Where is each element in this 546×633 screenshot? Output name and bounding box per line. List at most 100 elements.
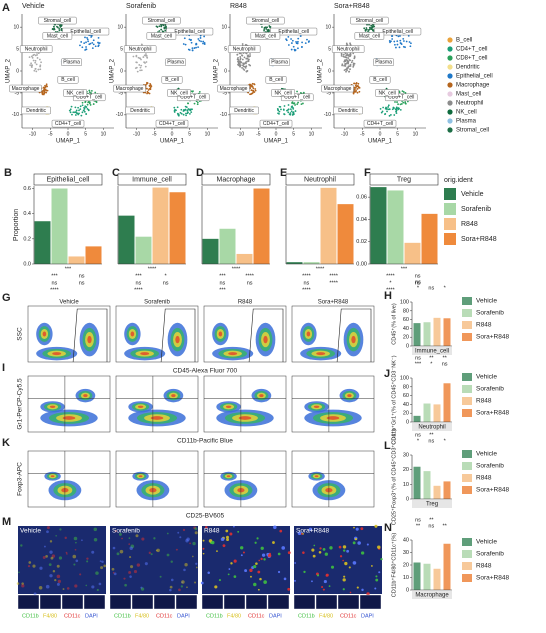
strip (412, 347, 452, 355)
y-tick-label: 0 (16, 68, 19, 74)
label-box (333, 106, 363, 115)
umap-point (384, 112, 387, 115)
umap-point (245, 52, 248, 55)
cell (169, 588, 172, 592)
umap-point (79, 108, 82, 111)
legend-swatch (444, 188, 456, 200)
x-tick-label: 5 (396, 131, 399, 137)
y-axis-label: UMAP_2 (318, 58, 324, 83)
strip (285, 173, 355, 186)
cluster-label: Dendritic (234, 108, 254, 114)
cluster-label: Plasma (63, 60, 80, 66)
significance: **** (316, 266, 325, 272)
cluster-label: NK_cell (274, 90, 291, 96)
umap-point (202, 42, 204, 45)
x-tick-label: -10 (341, 131, 348, 137)
cell (124, 583, 127, 587)
cluster-label: Dendritic (26, 108, 46, 114)
umap-point (190, 41, 193, 44)
significance: *** (401, 266, 408, 272)
cell (348, 566, 351, 569)
y-tick-label: -5 (119, 90, 124, 96)
umap-point (237, 62, 240, 65)
y-axis-label: UMAP_2 (6, 58, 12, 83)
cluster-label: Epithelial_cell (174, 29, 205, 35)
image-inset (131, 594, 154, 610)
cell (192, 541, 196, 546)
cell (253, 564, 257, 569)
significance: **** (302, 273, 311, 279)
cell (240, 554, 243, 557)
umap-point (135, 55, 138, 58)
umap-point (85, 46, 87, 48)
umap-point (254, 88, 257, 90)
x-tick-label: -10 (237, 131, 244, 137)
image-inset (61, 594, 84, 610)
umap-point (239, 60, 242, 63)
cell (302, 533, 304, 535)
chart-title: Treg (397, 176, 411, 183)
density (228, 352, 238, 356)
umap-point (183, 109, 186, 112)
legend-label: Vehicle (476, 451, 497, 458)
cell (222, 544, 226, 548)
umap-point (252, 91, 255, 93)
cell (342, 545, 347, 549)
umap-point (33, 69, 36, 72)
umap-point (269, 26, 271, 29)
label-box (167, 89, 191, 97)
channel-label: DAPI (269, 613, 282, 619)
umap-point (92, 103, 95, 105)
cell (297, 531, 302, 536)
cell (281, 546, 286, 550)
umap-point (88, 102, 91, 105)
plot-title: Vehicle (59, 300, 79, 306)
umap-point (350, 61, 353, 64)
cell (207, 571, 210, 575)
cell (312, 554, 316, 558)
umap-point (302, 91, 305, 94)
y-tick-label: 40 (403, 402, 409, 408)
cell (46, 530, 49, 534)
label-box (269, 58, 290, 66)
cell (375, 578, 379, 582)
bar (370, 187, 387, 264)
umap-point (160, 28, 163, 31)
cell (220, 537, 225, 541)
x-tick-label: -10 (133, 131, 140, 137)
umap-point (35, 63, 38, 66)
label-box (42, 32, 73, 40)
umap-point (347, 60, 350, 63)
umap-point (391, 35, 393, 37)
umap-point (245, 70, 248, 73)
cell (242, 551, 245, 554)
cell (72, 554, 77, 559)
umap-point (243, 65, 246, 68)
umap-point (237, 60, 239, 63)
cell (308, 527, 313, 532)
umap-point (81, 46, 84, 49)
x-tick-label: -5 (48, 131, 53, 137)
umap-point (370, 25, 373, 27)
legend-label: Sora+R848 (476, 334, 509, 341)
umap-point (395, 46, 397, 49)
y-tick-label: 20 (403, 562, 409, 568)
cell (21, 584, 25, 588)
legend-swatch (462, 562, 472, 570)
umap-point (74, 114, 77, 116)
cell (260, 546, 264, 550)
umap-point (186, 109, 189, 112)
umap-point (398, 46, 401, 49)
density (313, 405, 320, 409)
cell (255, 562, 258, 565)
significance: * (165, 273, 168, 279)
cell (100, 566, 104, 570)
cell (377, 545, 381, 549)
cell (360, 527, 364, 531)
umap-point (352, 63, 355, 66)
umap-point (353, 57, 356, 60)
image-inset (175, 594, 198, 610)
umap-point (196, 101, 199, 104)
label-box (259, 119, 293, 128)
cluster-label: CD4+T_cell (263, 121, 289, 127)
